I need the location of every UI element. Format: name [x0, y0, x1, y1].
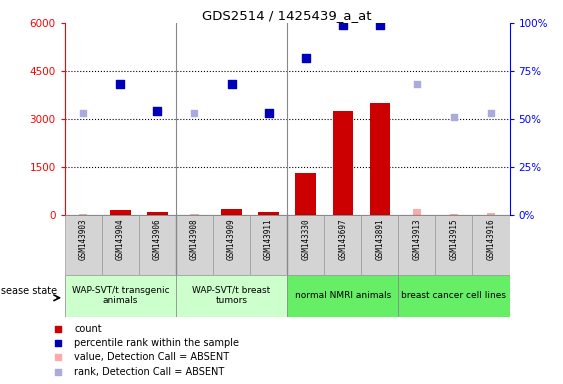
Text: rank, Detection Call = ABSENT: rank, Detection Call = ABSENT [74, 367, 224, 377]
Text: GSM143908: GSM143908 [190, 218, 199, 260]
Point [116, 81, 125, 87]
Point [486, 109, 495, 116]
Point [227, 81, 236, 87]
Bar [221, 209, 242, 215]
Text: GSM143909: GSM143909 [227, 218, 236, 260]
Text: count: count [74, 323, 102, 334]
Text: breast cancer cell lines: breast cancer cell lines [401, 291, 507, 300]
Bar [487, 213, 495, 215]
Bar [324, 215, 361, 275]
Text: GSM143697: GSM143697 [338, 218, 347, 260]
Bar [190, 214, 199, 215]
Text: value, Detection Call = ABSENT: value, Detection Call = ABSENT [74, 352, 229, 362]
Bar [213, 215, 250, 275]
Point [376, 22, 385, 28]
Point [301, 55, 310, 61]
Text: GSM143911: GSM143911 [264, 218, 273, 260]
Bar [287, 215, 324, 275]
Text: GSM143906: GSM143906 [153, 218, 162, 260]
Bar [450, 214, 458, 215]
Text: GSM143903: GSM143903 [79, 218, 88, 260]
Bar [361, 215, 399, 275]
Bar [369, 103, 390, 215]
Bar [287, 275, 399, 317]
Bar [399, 215, 435, 275]
Point [79, 109, 88, 116]
Point [449, 114, 458, 121]
Title: GDS2514 / 1425439_a_at: GDS2514 / 1425439_a_at [202, 9, 372, 22]
Bar [472, 215, 510, 275]
Bar [147, 212, 168, 215]
Text: GSM143904: GSM143904 [116, 218, 125, 260]
Bar [413, 209, 421, 215]
Point [412, 81, 421, 87]
Bar [250, 215, 287, 275]
Point [53, 340, 62, 346]
Point [264, 109, 273, 116]
Text: percentile rank within the sample: percentile rank within the sample [74, 338, 239, 348]
Text: WAP-SVT/t breast
tumors: WAP-SVT/t breast tumors [193, 286, 271, 305]
Text: normal NMRI animals: normal NMRI animals [294, 291, 391, 300]
Bar [399, 275, 510, 317]
Bar [176, 275, 287, 317]
Bar [102, 215, 139, 275]
Point [53, 326, 62, 332]
Bar [333, 111, 353, 215]
Bar [258, 212, 279, 215]
Text: GSM143916: GSM143916 [486, 218, 495, 260]
Text: GSM143913: GSM143913 [412, 218, 421, 260]
Bar [79, 214, 87, 215]
Text: GSM143891: GSM143891 [376, 218, 385, 260]
Bar [435, 215, 472, 275]
Text: GSM143915: GSM143915 [449, 218, 458, 260]
Bar [139, 215, 176, 275]
Bar [65, 215, 102, 275]
Point [153, 108, 162, 114]
Text: WAP-SVT/t transgenic
animals: WAP-SVT/t transgenic animals [72, 286, 169, 305]
Bar [65, 275, 176, 317]
Text: disease state: disease state [0, 286, 57, 296]
Bar [110, 210, 131, 215]
Bar [176, 215, 213, 275]
Point [190, 109, 199, 116]
Point [53, 354, 62, 360]
Point [53, 369, 62, 375]
Point [338, 22, 347, 28]
Bar [296, 174, 316, 215]
Text: GSM143330: GSM143330 [301, 218, 310, 260]
